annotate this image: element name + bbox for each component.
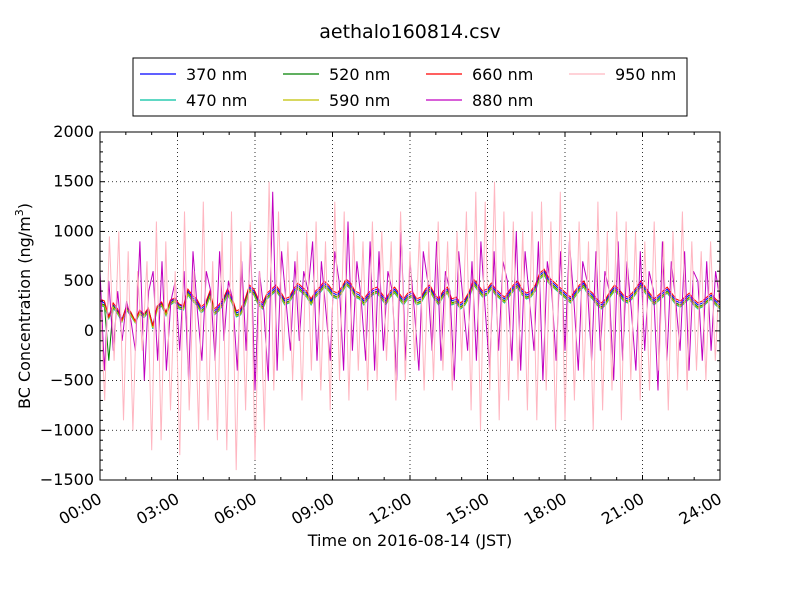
series-lines <box>99 181 721 471</box>
y-tick-label: 2000 <box>53 122 94 141</box>
y-axis-label: BC Concentration (ng/m3) <box>13 203 34 409</box>
y-tick-label: 0 <box>84 321 94 340</box>
legend-label: 520 nm <box>329 65 390 84</box>
x-tick-label: 03:00 <box>133 489 182 529</box>
x-tick-label: 06:00 <box>211 489 260 529</box>
legend-label: 370 nm <box>186 65 247 84</box>
y-tick-label: −1000 <box>40 420 94 439</box>
y-axis-label-close: ) <box>15 203 34 209</box>
x-tick-label: 24:00 <box>676 489 725 529</box>
x-tick-label: 00:00 <box>56 489 105 529</box>
y-tick-label: −500 <box>50 371 94 390</box>
x-tick-label: 12:00 <box>366 489 415 529</box>
x-tick-labels: 00:00 03:00 06:00 09:00 12:00 15:00 18:00 21:00… <box>56 489 725 529</box>
x-tick-label: 18:00 <box>521 489 570 529</box>
plot-area <box>99 131 721 481</box>
legend: 370 nm 470 nm 520 nm 590 nm 660 nm 880 nm 950 … <box>132 57 688 117</box>
chart-title: aethalo160814.csv <box>319 21 501 43</box>
y-tick-label: 500 <box>63 271 94 290</box>
legend-label: 590 nm <box>329 91 390 110</box>
legend-label: 470 nm <box>186 91 247 110</box>
legend-label: 880 nm <box>472 91 533 110</box>
x-tick-label: 15:00 <box>443 489 492 529</box>
y-tick-label: −1500 <box>40 470 94 489</box>
x-axis-label: Time on 2016-08-14 (JST) <box>307 531 512 550</box>
y-axis-label-main: BC Concentration (ng/m <box>15 216 34 409</box>
series-line-950-nm <box>99 181 721 471</box>
legend-label: 950 nm <box>615 65 676 84</box>
y-tick-label: 1500 <box>53 172 94 191</box>
x-tick-label: 21:00 <box>598 489 647 529</box>
legend-label: 660 nm <box>472 65 533 84</box>
y-tick-label: 1000 <box>53 221 94 240</box>
y-axis-label-superscript: 3 <box>13 209 26 216</box>
x-tick-label: 09:00 <box>288 489 337 529</box>
y-tick-labels: 2000 1500 1000 500 0 −500 −1000 −1500 <box>40 122 94 489</box>
